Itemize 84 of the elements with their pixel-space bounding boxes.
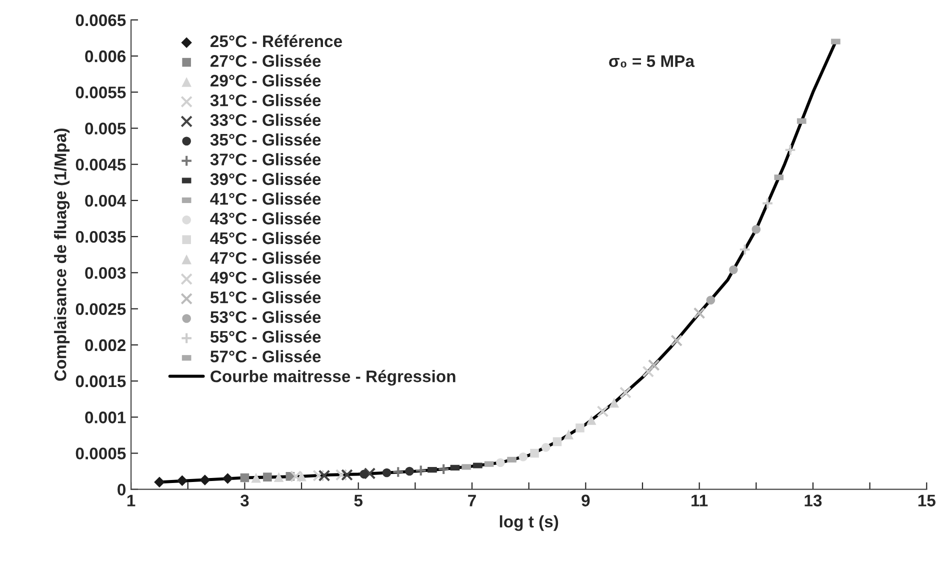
y-tick-label: 0.001 xyxy=(85,412,126,424)
legend-label: 43°C - Glissée xyxy=(210,212,321,225)
point xyxy=(263,472,272,482)
point xyxy=(552,437,562,446)
point xyxy=(364,467,376,480)
legend-label: 39°C - Glissée xyxy=(210,172,321,186)
point xyxy=(318,470,330,482)
y-tick-label: 0.002 xyxy=(85,339,126,352)
point xyxy=(541,443,550,452)
legend-label: Courbe maitresse - Régression xyxy=(210,370,456,386)
point xyxy=(670,334,683,347)
point xyxy=(576,424,584,432)
legend-label: 37°C - Glissée xyxy=(210,152,321,166)
point xyxy=(693,307,706,320)
point xyxy=(438,463,450,476)
x-tick-label: 5 xyxy=(354,494,363,506)
point xyxy=(240,473,250,482)
point xyxy=(200,474,210,486)
point xyxy=(706,296,716,305)
legend-label: 41°C - Glissée xyxy=(210,192,321,205)
point xyxy=(729,265,738,274)
y-tick-label: 0.0045 xyxy=(76,158,126,171)
point xyxy=(496,458,505,468)
point xyxy=(518,452,528,462)
x-tick-label: 13 xyxy=(804,494,822,506)
legend-label: 35°C - Glissée xyxy=(210,133,321,146)
point xyxy=(274,472,284,482)
legend-label: 33°C - Glissée xyxy=(210,114,321,126)
legend-label: 25°C - Référence xyxy=(210,34,342,48)
point xyxy=(619,386,632,399)
y-tick-label: 0.005 xyxy=(85,122,126,134)
point xyxy=(382,468,392,478)
point xyxy=(762,197,774,210)
x-tick-label: 11 xyxy=(692,494,708,506)
point xyxy=(335,468,348,481)
y-tick-label: 0.006 xyxy=(85,50,126,62)
point xyxy=(154,476,165,488)
point xyxy=(586,415,596,425)
point xyxy=(642,366,654,378)
legend-label: 55°C - Glissée xyxy=(210,330,321,343)
y-tick-label: 0.0055 xyxy=(76,86,126,98)
legend-label: 53°C - Glissée xyxy=(210,310,321,324)
y-tick-label: 0.0065 xyxy=(76,14,126,26)
y-tick-label: 0.0035 xyxy=(76,230,126,243)
y-tick-label: 0 xyxy=(118,484,126,496)
annotation: σ₀ = 5 MPa xyxy=(609,55,695,68)
point xyxy=(251,472,261,483)
y-tick-label: 0.0025 xyxy=(76,303,126,315)
point xyxy=(564,430,574,440)
x-tick-label: 3 xyxy=(240,494,249,506)
legend-label: 27°C - Glissée xyxy=(210,54,321,67)
legend-label: 29°C - Glissée xyxy=(210,74,321,87)
point xyxy=(341,468,353,481)
legend-label: 49°C - Glissée xyxy=(210,271,321,284)
legend-label: 45°C - Glissée xyxy=(210,232,321,244)
point xyxy=(738,244,751,256)
y-tick-label: 0.0015 xyxy=(76,375,126,388)
point xyxy=(290,470,302,482)
point xyxy=(530,448,539,458)
legend-label: 51°C - Glissée xyxy=(210,290,321,304)
point xyxy=(222,473,234,484)
x-tick-label: 1 xyxy=(127,494,136,506)
point xyxy=(312,470,325,482)
y-tick-label: 0.003 xyxy=(85,267,126,279)
point xyxy=(176,475,188,486)
point xyxy=(752,224,761,234)
y-axis-title: Complaisance de fluage (1/Mpa) xyxy=(54,128,70,381)
x-tick-label: 9 xyxy=(582,494,590,506)
legend-label: 57°C - Glissée xyxy=(210,350,321,362)
point xyxy=(405,466,414,476)
x-axis-title: log t (s) xyxy=(500,515,558,531)
point xyxy=(360,470,368,479)
x-tick-label: 7 xyxy=(468,494,476,506)
legend-label: 31°C - Glissée xyxy=(210,94,321,106)
y-tick-label: 0.0005 xyxy=(76,448,126,460)
point xyxy=(596,405,609,418)
point xyxy=(609,398,619,408)
point xyxy=(784,144,796,156)
point xyxy=(392,466,404,478)
x-tick-label: 15 xyxy=(918,494,936,506)
point xyxy=(414,464,427,477)
legend-label: 47°C - Glissée xyxy=(210,252,321,264)
y-tick-label: 0.004 xyxy=(85,194,126,207)
point xyxy=(648,359,660,372)
